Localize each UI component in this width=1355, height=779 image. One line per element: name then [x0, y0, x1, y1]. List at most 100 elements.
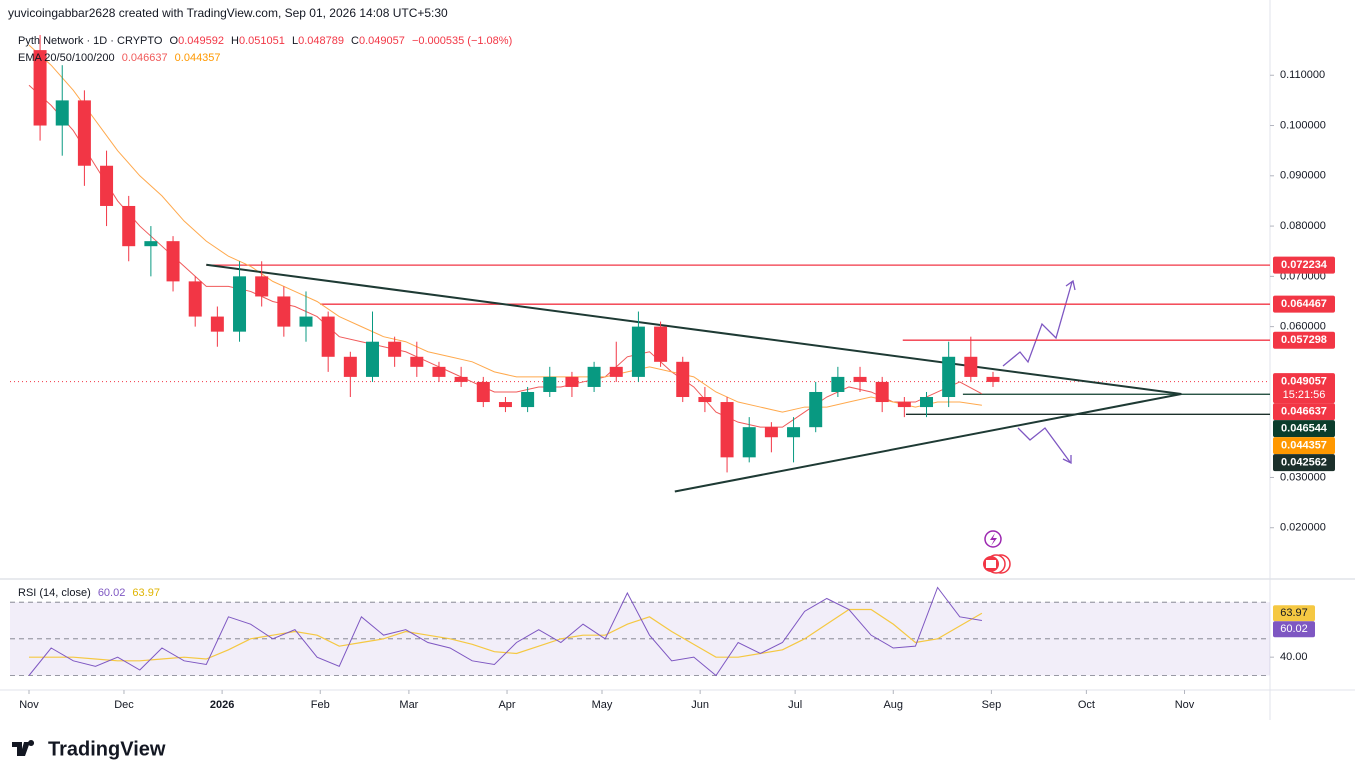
o-value: 0.049592 [178, 35, 224, 47]
candle-body [122, 205, 136, 247]
trendline [206, 263, 1182, 395]
price-tag-label: 0.049057 [1281, 376, 1327, 388]
candle-body [831, 376, 845, 392]
candle-body [233, 276, 247, 332]
price-tag [1273, 454, 1335, 472]
rsi-tick-label: 40.00 [1280, 651, 1308, 663]
l-label: L [291, 35, 299, 47]
trendline [674, 393, 1182, 493]
h-label: H [231, 35, 239, 47]
price-tag [1273, 295, 1335, 313]
candle-body [742, 427, 756, 458]
rsi-label: RSI (14, close) [18, 587, 91, 599]
change: −0.000535 (−1.08%) [411, 35, 513, 47]
candle-body [787, 427, 801, 438]
candle-body [365, 341, 379, 377]
price-tag [1273, 373, 1335, 404]
candle-body [77, 100, 91, 166]
candle-body [986, 376, 1000, 382]
h-value: 0.051051 [239, 35, 285, 47]
price-tag-label: 0.057298 [1281, 334, 1327, 346]
rsi-tag [1273, 605, 1315, 622]
candle-body [476, 381, 490, 403]
price-tag [1273, 437, 1335, 455]
candle-body [255, 276, 269, 297]
news-icon-bolt [990, 533, 997, 546]
price-tag-label: 0.042562 [1281, 457, 1327, 469]
logo-mark [12, 740, 35, 756]
x-tick-label: Aug [883, 699, 903, 711]
c-label: C [351, 35, 359, 47]
rsi-tag [1273, 621, 1315, 638]
rsi-ma-value: 63.97 [132, 587, 160, 599]
candle-body [609, 366, 623, 377]
candle-body [587, 366, 601, 387]
candle-body [565, 376, 579, 387]
candle-body [942, 356, 956, 398]
o-label: O [169, 35, 179, 47]
y-tick-label: 0.030000 [1280, 471, 1326, 483]
candle-body [321, 316, 335, 357]
candle-body [676, 361, 690, 398]
y-tick-label: 0.110000 [1280, 69, 1325, 81]
candle-body [698, 397, 712, 403]
ohlc-legend: Pyth Network · 1D · CRYPTO O0.049592 H0.… [18, 35, 516, 47]
y-tick-label: 0.080000 [1280, 220, 1326, 232]
candle-body [100, 165, 114, 206]
x-tick-label: Nov [19, 699, 39, 711]
candle-body [654, 326, 668, 362]
candle-body [188, 281, 202, 317]
candle-body [631, 326, 645, 377]
x-tick-label: Oct [1078, 699, 1095, 711]
up-arrow [1002, 281, 1073, 367]
candle-body [432, 366, 446, 377]
rsi-ma-line [28, 608, 983, 662]
x-tick-label: Feb [311, 699, 330, 711]
price-tag [1273, 256, 1335, 274]
candle-body [277, 296, 291, 327]
flag-icon-stripe [986, 560, 996, 568]
rsi-value: 60.02 [97, 587, 126, 599]
down-arrow [1017, 427, 1071, 463]
price-tag [1273, 403, 1335, 421]
candle-body [920, 397, 934, 408]
y-tick-label: 0.090000 [1280, 170, 1326, 182]
c-value: 0.049057 [358, 35, 405, 47]
candle-body [897, 402, 911, 408]
brand: TradingView [48, 738, 166, 760]
ema-line [28, 84, 983, 428]
x-tick-label: Nov [1175, 699, 1195, 711]
price-tag [1273, 331, 1335, 349]
candle-body [521, 391, 535, 408]
price-tag-label: 0.044357 [1281, 440, 1327, 452]
x-tick-label: May [592, 699, 613, 711]
candle-body [33, 50, 47, 126]
event-icons [983, 530, 1011, 574]
logo: TradingView [12, 738, 166, 760]
symbol: Pyth Network · 1D · CRYPTO [18, 35, 163, 47]
ema-line [28, 44, 982, 413]
ema-legend: EMA 20/50/100/200 0.046637 0.044357 [18, 52, 225, 64]
candle-body [720, 402, 734, 458]
candle-body [210, 316, 224, 332]
ema-label: EMA 20/50/100/200 [18, 52, 115, 64]
rsi-tag-label: 60.02 [1280, 623, 1308, 635]
credit: yuvicoingabbar2628 created with TradingV… [8, 6, 448, 20]
rsi-legend: RSI (14, close) 60.02 63.97 [18, 587, 164, 599]
ema20-value: 0.046637 [121, 52, 168, 64]
candle-body [543, 376, 557, 392]
price-tag-label: 0.046544 [1281, 423, 1328, 435]
candle-body [454, 376, 468, 382]
price-tag-label: 0.046637 [1281, 406, 1327, 418]
candle-body [875, 381, 889, 403]
x-tick-label: Jul [788, 699, 802, 711]
price-tag [1273, 420, 1335, 438]
x-tick-label: Sep [982, 699, 1002, 711]
projection-arrows [1002, 279, 1076, 465]
l-value: 0.048789 [298, 35, 344, 47]
x-tick-label: Apr [498, 699, 515, 711]
x-tick-label: Mar [399, 699, 418, 711]
candle-body [343, 356, 357, 377]
